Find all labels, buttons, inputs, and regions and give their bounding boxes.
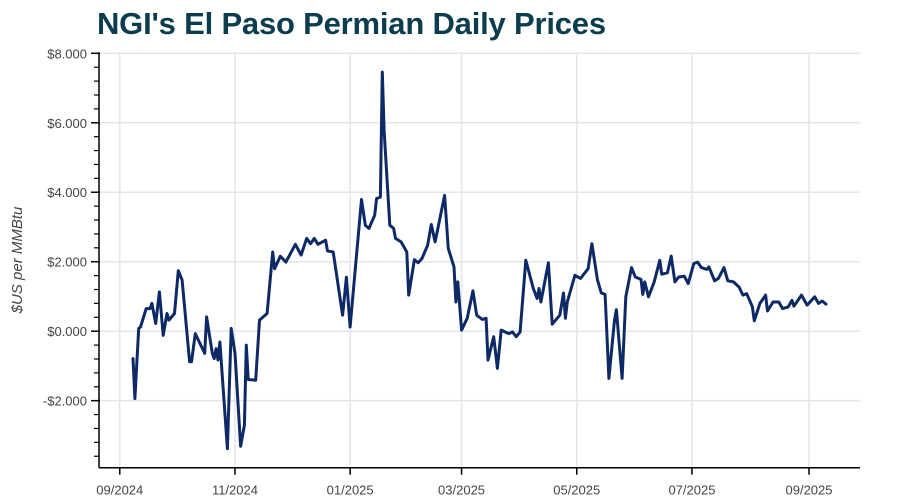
- x-tick-label: 07/2025: [668, 483, 715, 498]
- y-tick-label: $0.000: [47, 324, 87, 339]
- x-tick-label: 01/2025: [327, 483, 374, 498]
- x-tick-label: 05/2025: [553, 483, 600, 498]
- y-tick-label: $6.000: [47, 116, 87, 131]
- x-tick-label: 03/2025: [438, 483, 485, 498]
- y-axis-label: $US per MMBtu: [9, 206, 26, 314]
- chart-title: NGI's El Paso Permian Daily Prices: [97, 6, 606, 41]
- x-tick-label: 09/2025: [786, 483, 833, 498]
- x-tick-label: 11/2024: [212, 483, 258, 498]
- y-tick-label: $4.000: [47, 185, 87, 200]
- y-tick-label: -$2.000: [43, 394, 87, 409]
- x-axis-ticks: 09/2024 11/2024 01/2025 03/2025 05/2025 07/20…: [96, 467, 833, 498]
- y-tick-label: $8.000: [47, 46, 87, 61]
- y-tick-label: $2.000: [47, 255, 87, 270]
- y-axis-ticks: $8.000 $6.000 $4.000 $2.000 $0.000 -$2.000: [43, 46, 100, 457]
- gridlines: [99, 52, 860, 468]
- axes: [98, 52, 860, 469]
- x-tick-label: 09/2024: [96, 483, 143, 498]
- series-layer: [131, 70, 828, 451]
- price-line: [131, 70, 828, 451]
